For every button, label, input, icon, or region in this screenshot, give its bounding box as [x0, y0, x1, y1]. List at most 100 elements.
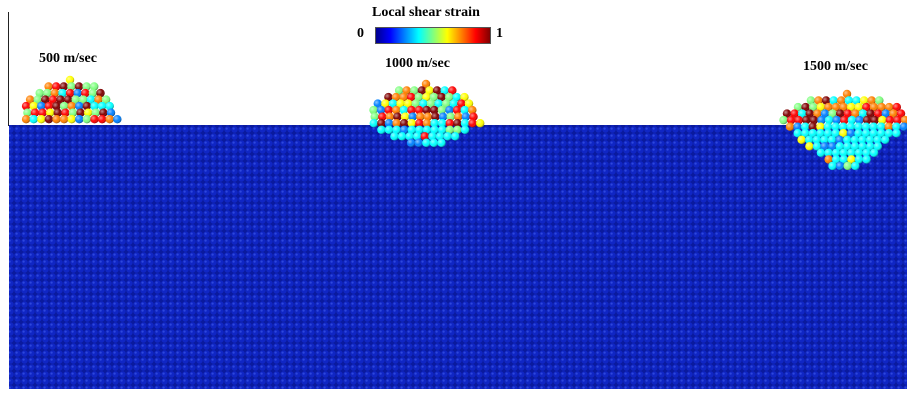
particle-atom-shade	[884, 122, 893, 131]
particle-atom-shade	[432, 86, 442, 95]
particle-atom-shade	[414, 105, 424, 115]
particle-atom-shade	[808, 122, 817, 131]
particle-atom-shade	[407, 105, 416, 115]
particle-atom-shade	[861, 129, 871, 138]
particle-atom-shade	[460, 119, 470, 128]
particle-atom-shade	[96, 88, 105, 98]
particle-atom-shade	[460, 125, 470, 134]
particle-atom-shade	[828, 161, 837, 171]
particle-atom-shade	[86, 95, 96, 104]
particle-atom-shade	[397, 132, 407, 141]
particle-atom-shade	[65, 88, 75, 98]
particle-atom-shade	[801, 122, 810, 131]
particle-atom-shade	[862, 115, 872, 125]
particle-atom-shade	[420, 132, 429, 141]
particle-atom-shade	[50, 88, 60, 98]
particle-atom-shade	[35, 88, 44, 98]
particle-atom-shade	[48, 95, 58, 104]
particle-atom-shade	[384, 105, 393, 115]
particle-atom-shade	[464, 99, 474, 108]
particle-atom-shade	[445, 119, 454, 128]
particle-atom-shade	[437, 138, 446, 147]
particle-atom-shade	[443, 132, 452, 141]
particle-atom-shade	[29, 101, 38, 111]
particle-atom-shade	[812, 142, 822, 151]
particle-atom-shade	[25, 95, 35, 104]
particle-atom-shade	[422, 119, 432, 128]
particle-atom-shade	[90, 101, 99, 111]
particle-atom-shade	[97, 101, 107, 111]
particle-atom-shade	[824, 102, 833, 112]
particle-atom-shade	[881, 135, 890, 144]
particle-atom-shade	[836, 109, 845, 118]
substrate-block	[9, 125, 907, 389]
particle-atom-shade	[861, 122, 871, 131]
particle-atom-shade	[460, 92, 469, 102]
particle-atom-shade	[794, 115, 803, 125]
particle-atom-shade	[442, 99, 451, 108]
particle-atom-shade	[21, 115, 31, 124]
particle-atom-shade	[873, 135, 882, 144]
particle-atom-shade	[44, 82, 53, 91]
particle-atom-shade	[858, 109, 868, 118]
particle-atom-shade	[423, 112, 433, 121]
particle-atom-shade	[67, 115, 76, 124]
particle-atom-shade	[802, 115, 811, 125]
particle-atom-shade	[105, 115, 114, 124]
particle-atom-shade	[407, 125, 416, 134]
particle-atom-shade	[392, 119, 401, 128]
particle-atom-shade	[793, 102, 803, 112]
particle-atom-shade	[790, 109, 799, 118]
particle-atom-shade	[71, 95, 80, 104]
particle-atom-shade	[893, 115, 902, 125]
particle-atom-shade	[867, 96, 876, 105]
particle-atom-shade	[840, 115, 849, 125]
particle-1500	[779, 89, 907, 171]
particle-atom-shade	[809, 102, 818, 112]
particle-atom-shade	[415, 119, 424, 128]
particle-atom-shade	[793, 122, 802, 131]
particle-atom-shade	[392, 125, 401, 134]
particle-atom-shade	[881, 109, 890, 118]
particle-atom-shade	[46, 108, 55, 117]
particle-atom-shade	[451, 132, 460, 141]
particle-atom-shade	[396, 99, 405, 108]
particle-atom-shade	[408, 112, 417, 121]
particle-atom-shade	[831, 148, 841, 157]
particle-atom-shade	[438, 119, 447, 128]
particle-atom-shade	[835, 135, 844, 144]
particle-atom-shade	[820, 109, 830, 118]
particle-atom-shade	[81, 88, 90, 98]
particle-atom-shade	[831, 122, 840, 131]
particle-atom-shade	[75, 115, 84, 124]
particle-atom-shade	[388, 99, 398, 108]
particle-atom-shade	[869, 129, 878, 138]
particle-atom-shade	[415, 125, 424, 134]
particle-atom-shade	[839, 129, 848, 138]
particle-atom-shade	[782, 109, 792, 118]
particle-atom-shade	[835, 142, 844, 151]
particle-atom-shade	[817, 115, 826, 125]
particle-atom-shade	[850, 135, 859, 144]
particle-atom-shade	[884, 129, 894, 138]
particle-atom-shade	[381, 99, 390, 108]
particle-atom-shade	[854, 155, 864, 164]
particle-atom-shade	[862, 155, 871, 164]
particle-atom-shade	[43, 88, 52, 98]
particle-atom-shade	[84, 108, 93, 117]
particle-atom-shade	[414, 138, 423, 147]
particle-atom-shade	[854, 122, 863, 131]
particle-atom-shade	[809, 115, 819, 125]
particle-atom-shade	[816, 148, 826, 157]
particle-atom-shade	[94, 95, 103, 104]
particle-atom-shade	[446, 112, 455, 121]
particle-atom-shade	[847, 155, 856, 164]
particle-atom-shade	[808, 129, 818, 138]
particle-atom-shade	[79, 95, 88, 104]
particle-atom-shade	[425, 86, 434, 95]
particle-atom-shade	[369, 105, 378, 115]
particle-atom-shade	[852, 96, 861, 105]
particle-atom-shade	[866, 142, 875, 151]
